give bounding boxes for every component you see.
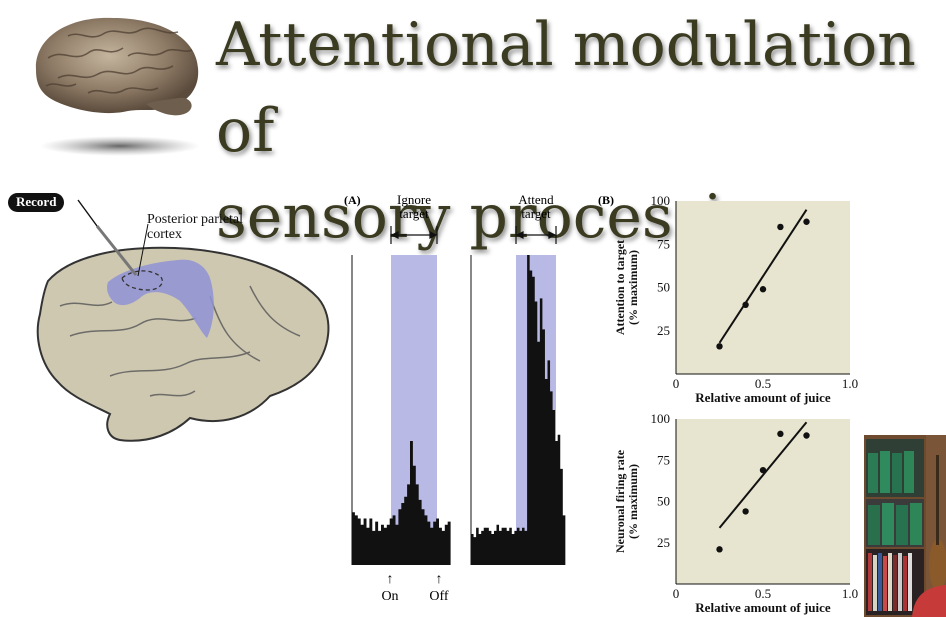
y-tick-label: 100: [651, 411, 671, 426]
x-axis-label: Relative amount of juice: [695, 600, 831, 615]
data-point: [742, 508, 749, 515]
x-tick-label: 0: [673, 586, 680, 601]
y-tick-label: 50: [657, 280, 670, 295]
y-axis-label: Neuronal firing rate: [613, 449, 627, 553]
data-point: [759, 286, 767, 293]
x-tick-label: 0.5: [755, 586, 771, 601]
histogram-bars: [471, 255, 566, 565]
panel-b-tag: (B): [598, 193, 614, 207]
attend-label-line-2: target: [521, 206, 551, 221]
data-point: [716, 343, 723, 350]
y-tick-label: 25: [657, 535, 670, 550]
y-tick-label: 75: [657, 452, 670, 467]
presenter-video-thumbnail: [864, 435, 946, 617]
attend-window-arrow: [515, 226, 557, 244]
ignore-label-line-2: target: [399, 206, 429, 221]
region-label: Posterior parietal cortex: [147, 212, 277, 242]
off-arrow-icon: ↑: [435, 572, 443, 587]
title-line-1: Attentional modulation of: [216, 10, 916, 166]
data-point: [742, 301, 749, 308]
fit-line: [718, 209, 808, 344]
firing-rate-scatter-chart: 25 50 75 100 0 0.5 1.0 Relative amount of juice…: [613, 411, 858, 615]
x-tick-label: 1.0: [842, 586, 858, 601]
data-point: [716, 546, 723, 553]
attend-histogram: [471, 255, 566, 565]
monkey-brain-illustration: [36, 199, 330, 442]
y-tick-label: 100: [651, 193, 671, 208]
data-point: [777, 223, 784, 231]
ignore-window-arrow: [390, 226, 438, 244]
attention-scatter-chart: 25 50 75 100 0 0.5 1.0 Relative amount of juice…: [613, 193, 858, 405]
off-label: Off: [429, 589, 449, 604]
x-tick-label: 0.5: [755, 376, 771, 391]
attend-target-label: Attend target: [501, 193, 571, 221]
fit-line: [718, 421, 808, 529]
plot-area: [676, 419, 850, 584]
y-tick-label: 25: [657, 323, 670, 338]
data-point: [803, 432, 810, 439]
y-tick-label: 75: [657, 236, 670, 251]
x-tick-label: 1.0: [842, 376, 858, 391]
y-axis-sublabel: (% maximum): [626, 464, 640, 539]
x-axis-label: Relative amount of juice: [695, 390, 831, 405]
record-label: Record: [8, 193, 65, 212]
x-tick-label: 0: [673, 376, 680, 391]
on-label: On: [381, 589, 399, 604]
y-axis-sublabel: (% maximum): [626, 250, 640, 325]
brain-logo-image: [35, 17, 200, 156]
y-axis-label: Attention to target: [613, 240, 627, 335]
y-tick-label: 50: [657, 494, 670, 509]
region-label-line-1: Posterior parietal: [147, 212, 244, 227]
data-point: [777, 430, 784, 438]
ignore-label-line-1: Ignore: [397, 192, 431, 207]
panel-a-tag: (A): [344, 193, 361, 207]
attend-label-line-1: Attend: [518, 192, 554, 207]
on-arrow-icon: ↑: [386, 572, 394, 587]
ignore-target-label: Ignore target: [379, 193, 449, 221]
data-point: [759, 466, 767, 474]
region-label-line-2: cortex: [147, 227, 182, 242]
spike-histogram-panel: [351, 226, 566, 565]
data-point: [803, 218, 810, 225]
parietal-region: [107, 259, 214, 338]
